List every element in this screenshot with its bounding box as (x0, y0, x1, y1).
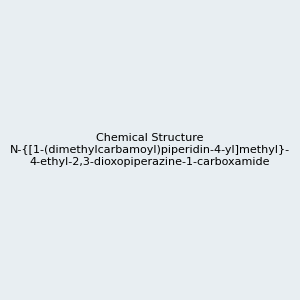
Text: Chemical Structure
N-{[1-(dimethylcarbamoyl)piperidin-4-yl]methyl}-
4-ethyl-2,3-: Chemical Structure N-{[1-(dimethylcarbam… (10, 134, 290, 166)
